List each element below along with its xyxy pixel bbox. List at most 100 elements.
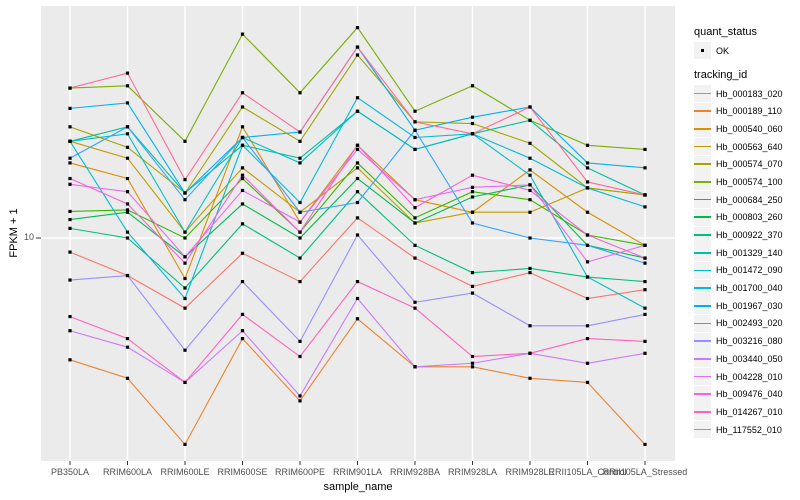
data-point	[413, 306, 417, 310]
legend-line-swatch-icon	[694, 428, 711, 431]
legend-item-label: Hb_003216_080	[716, 336, 783, 347]
data-point	[355, 166, 360, 170]
data-point	[125, 208, 130, 212]
data-point	[643, 166, 647, 170]
legend-item-tracking: Hb_001700_040	[694, 279, 800, 297]
legend-key-box	[694, 403, 711, 421]
legend-key-box	[694, 421, 711, 439]
legend-line-swatch-icon	[694, 128, 711, 130]
data-point	[183, 139, 187, 143]
data-point	[298, 200, 302, 205]
data-point	[183, 236, 187, 240]
data-point	[585, 166, 590, 170]
data-point	[528, 141, 532, 145]
legend-line-swatch-icon	[694, 287, 711, 289]
data-point	[355, 216, 360, 220]
data-point	[528, 118, 532, 122]
legend-title-tracking-id: tracking_id	[694, 69, 748, 81]
data-point	[125, 84, 130, 88]
data-point	[470, 195, 475, 199]
data-point	[643, 279, 647, 284]
legend-item-tracking: Hb_014267_010	[694, 403, 800, 421]
legend-item-tracking: Hb_117552_010	[694, 421, 800, 439]
data-point	[413, 206, 417, 210]
data-point	[355, 200, 360, 205]
data-point	[355, 96, 360, 100]
legend-item-label: Hb_000189_110	[716, 106, 782, 117]
data-point	[298, 279, 302, 284]
x-axis-tick-label: RRIM600SE	[217, 467, 268, 477]
data-point	[183, 380, 187, 385]
data-point	[355, 143, 360, 147]
data-point	[355, 45, 360, 49]
legend-key-box	[694, 297, 711, 315]
data-point	[528, 376, 532, 380]
legend-line-swatch-icon	[694, 322, 711, 325]
data-point	[413, 216, 417, 220]
data-point	[470, 173, 475, 177]
x-axis-tick-label: RRIM600LA	[102, 467, 153, 477]
legend-line-swatch-icon	[694, 304, 711, 307]
point-marker-icon	[700, 48, 705, 53]
data-point	[298, 339, 302, 343]
data-point	[68, 358, 72, 362]
data-point	[240, 125, 245, 129]
data-point	[125, 202, 130, 206]
data-point	[298, 139, 302, 143]
legend-item-label: Hb_117552_010	[716, 424, 782, 435]
y-axis-title: FPKM + 1	[8, 208, 20, 258]
data-point	[643, 243, 647, 247]
legend-line-swatch-icon	[694, 216, 711, 219]
x-axis-tick-label: RRIM600LE	[160, 467, 210, 477]
data-point	[355, 161, 360, 165]
data-point	[240, 166, 245, 170]
data-point	[298, 399, 302, 403]
x-axis-tick-label: RRIM600PE	[274, 467, 326, 477]
legend-item-label: Hb_000574_070	[716, 159, 783, 170]
legend-key-box	[694, 85, 711, 102]
legend-item-tracking: Hb_001472_090	[694, 261, 800, 279]
data-point	[585, 161, 590, 165]
data-point	[528, 168, 532, 172]
data-point	[470, 291, 475, 295]
legend-line-swatch-icon	[694, 145, 711, 148]
data-point	[528, 183, 532, 187]
data-point	[585, 180, 590, 184]
legend-item-label: Hb_001967_030	[716, 300, 783, 311]
legend-key-box	[694, 42, 711, 59]
x-axis-tick-label: PB350LA	[50, 467, 90, 477]
legend-line-swatch-icon	[694, 393, 711, 396]
data-point	[298, 230, 302, 234]
data-point	[528, 198, 532, 202]
legend-key-box	[694, 102, 711, 120]
legend-line-swatch-icon	[694, 411, 711, 413]
data-point	[298, 256, 302, 260]
y-axis-tick-label: 10	[23, 232, 34, 242]
data-point	[125, 230, 130, 234]
data-point	[125, 190, 130, 194]
data-point	[240, 32, 245, 36]
legend-item-tracking: Hb_004228_010	[694, 368, 800, 385]
data-point	[125, 345, 130, 349]
data-point	[585, 186, 590, 190]
data-point	[183, 296, 187, 301]
data-point	[68, 278, 72, 282]
data-point	[125, 210, 130, 214]
data-point	[528, 324, 532, 328]
data-point	[528, 156, 532, 160]
legend-key-box	[694, 191, 711, 209]
data-point	[298, 130, 302, 134]
legend-item-label: Hb_000684_250	[716, 194, 783, 205]
data-point	[413, 221, 417, 225]
data-point	[68, 182, 72, 186]
data-point	[585, 380, 590, 385]
legend-item-tracking: Hb_000803_260	[694, 208, 800, 226]
data-point	[68, 161, 72, 165]
data-point	[643, 306, 647, 310]
legend-item-label: Hb_000563_640	[716, 141, 783, 152]
data-point	[643, 256, 647, 260]
legend-key-box	[694, 155, 711, 173]
data-point	[125, 156, 130, 160]
legend-item-tracking: Hb_000574_100	[694, 173, 800, 191]
data-point	[585, 143, 590, 147]
